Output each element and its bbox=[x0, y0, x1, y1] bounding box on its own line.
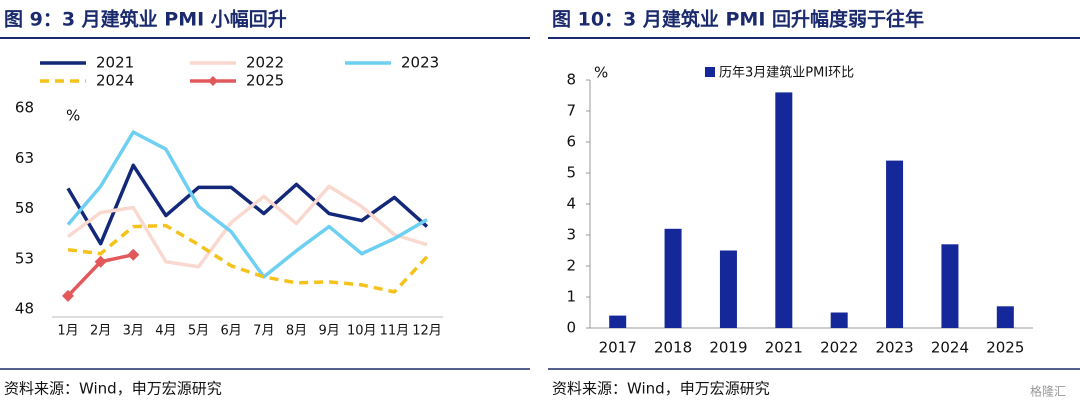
legend-label: 2022 bbox=[246, 54, 284, 72]
bar bbox=[719, 250, 737, 328]
y-tick-label: 1 bbox=[566, 288, 576, 306]
y-tick-label: 3 bbox=[566, 226, 576, 244]
bar bbox=[775, 92, 793, 329]
point bbox=[127, 248, 140, 261]
x-tick-label: 2025 bbox=[986, 339, 1024, 357]
legend-swatch bbox=[705, 67, 715, 77]
x-tick-label: 2月 bbox=[90, 324, 111, 339]
legend-label: 2025 bbox=[246, 72, 284, 90]
legend-marker bbox=[208, 76, 218, 86]
x-tick-label: 12月 bbox=[412, 324, 442, 339]
y-tick-label: 8 bbox=[566, 71, 576, 89]
y-tick-label: 7 bbox=[566, 102, 576, 120]
chart-title: 图 9：3 月建筑业 PMI 小幅回升 bbox=[4, 8, 287, 31]
bar bbox=[664, 228, 682, 328]
x-tick-label: 5月 bbox=[188, 324, 209, 339]
point bbox=[62, 289, 74, 302]
legend-label: 2024 bbox=[96, 72, 134, 90]
x-tick-label: 2018 bbox=[654, 339, 692, 357]
chart-title: 图 10：3 月建筑业 PMI 回升幅度弱于往年 bbox=[552, 8, 924, 31]
y-tick-label: 63 bbox=[15, 149, 34, 167]
x-tick-label: 9月 bbox=[318, 324, 339, 339]
y-tick-label: 4 bbox=[566, 195, 576, 213]
watermark: 格隆汇 bbox=[1030, 384, 1066, 399]
y-tick-label: 53 bbox=[15, 249, 34, 267]
bar bbox=[886, 160, 904, 328]
y-tick-label: 58 bbox=[15, 199, 34, 217]
x-tick-label: 2022 bbox=[820, 339, 858, 357]
bar bbox=[996, 306, 1014, 328]
unit-label: % bbox=[594, 64, 608, 82]
x-tick-label: 6月 bbox=[221, 324, 242, 339]
series-line bbox=[67, 223, 429, 294]
series-line bbox=[66, 184, 428, 269]
series-line bbox=[66, 130, 428, 279]
bar bbox=[830, 312, 848, 328]
y-tick-label: 6 bbox=[566, 133, 576, 151]
x-tick-label: 2024 bbox=[931, 339, 969, 357]
y-tick-label: 0 bbox=[566, 319, 576, 337]
x-tick-label: 8月 bbox=[286, 324, 307, 339]
y-tick-label: 2 bbox=[566, 257, 576, 275]
legend-label: 2021 bbox=[96, 54, 134, 72]
series-line bbox=[66, 163, 429, 246]
y-tick-label: 68 bbox=[15, 99, 34, 117]
x-tick-label: 4月 bbox=[155, 324, 176, 339]
bar bbox=[609, 315, 627, 328]
source: 资料来源：Wind，申万宏源研究 bbox=[552, 380, 770, 398]
x-tick-label: 11月 bbox=[380, 324, 410, 339]
point bbox=[94, 255, 107, 268]
legend-label: 2023 bbox=[401, 54, 439, 72]
x-tick-label: 10月 bbox=[347, 324, 377, 339]
x-tick-label: 3月 bbox=[123, 324, 144, 339]
x-tick-label: 2021 bbox=[765, 339, 803, 357]
x-tick-label: 2017 bbox=[599, 339, 637, 357]
x-tick-label: 1月 bbox=[57, 324, 78, 339]
x-tick-label: 2019 bbox=[709, 339, 747, 357]
y-tick-label: 48 bbox=[15, 300, 34, 318]
x-tick-label: 2023 bbox=[875, 339, 913, 357]
legend-label: 历年3月建筑业PMI环比 bbox=[719, 65, 854, 81]
unit-label: % bbox=[66, 107, 80, 125]
y-tick-label: 5 bbox=[566, 164, 576, 182]
bar bbox=[941, 244, 959, 328]
x-tick-label: 7月 bbox=[253, 324, 274, 339]
source: 资料来源：Wind，申万宏源研究 bbox=[4, 380, 222, 398]
